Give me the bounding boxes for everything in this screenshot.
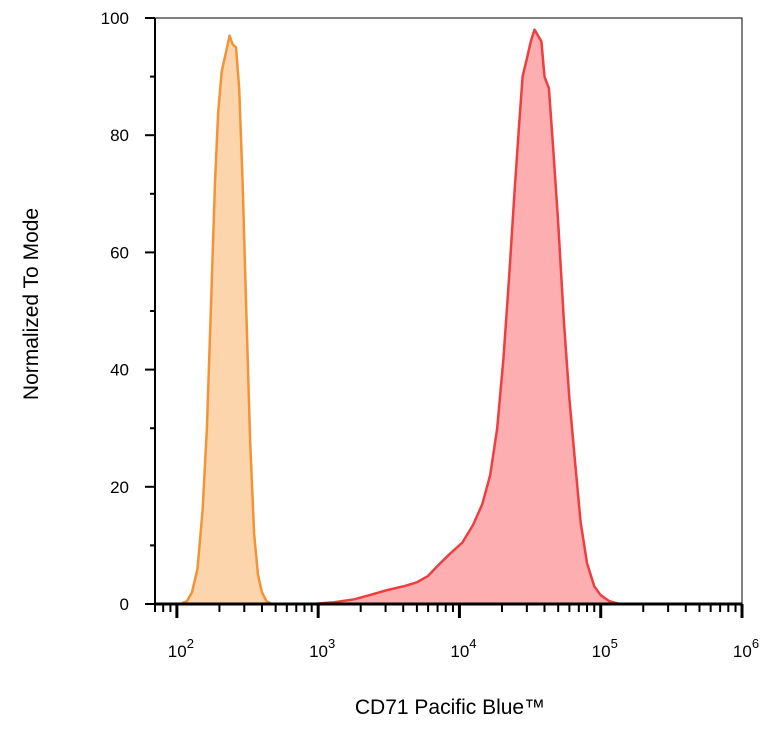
y-tick-label: 80: [110, 126, 129, 145]
x-tick-label: 102: [168, 636, 194, 661]
axes: 0 20 40 60 80 100 102 103 104 105 106: [101, 9, 759, 661]
y-axis-title: Normalized To Mode: [20, 208, 43, 400]
x-axis-title: CD71 Pacific Blue™: [355, 696, 545, 719]
x-tick-exponent: 4: [469, 636, 476, 651]
x-tick-exponent: 6: [752, 636, 759, 651]
x-tick-exponent: 2: [187, 636, 194, 651]
plot-area: [155, 28, 742, 606]
y-tick-label: 60: [110, 243, 129, 262]
series-line-1: [179, 34, 273, 606]
series-line-2: [311, 28, 620, 606]
x-tick-label: 103: [309, 636, 335, 661]
series-fill-2: [311, 29, 620, 604]
x-tick-label: 105: [592, 636, 618, 661]
y-tick-label: 20: [110, 478, 129, 497]
y-tick-label: 0: [120, 595, 129, 614]
x-tick-exponent: 3: [328, 636, 335, 651]
x-tick-label: 104: [450, 636, 476, 661]
x-tick-exponent: 5: [611, 636, 618, 651]
x-tick-label: 106: [733, 636, 759, 661]
y-tick-label: 40: [110, 361, 129, 380]
y-tick-label: 100: [101, 9, 129, 28]
series-fill-1: [179, 35, 272, 605]
